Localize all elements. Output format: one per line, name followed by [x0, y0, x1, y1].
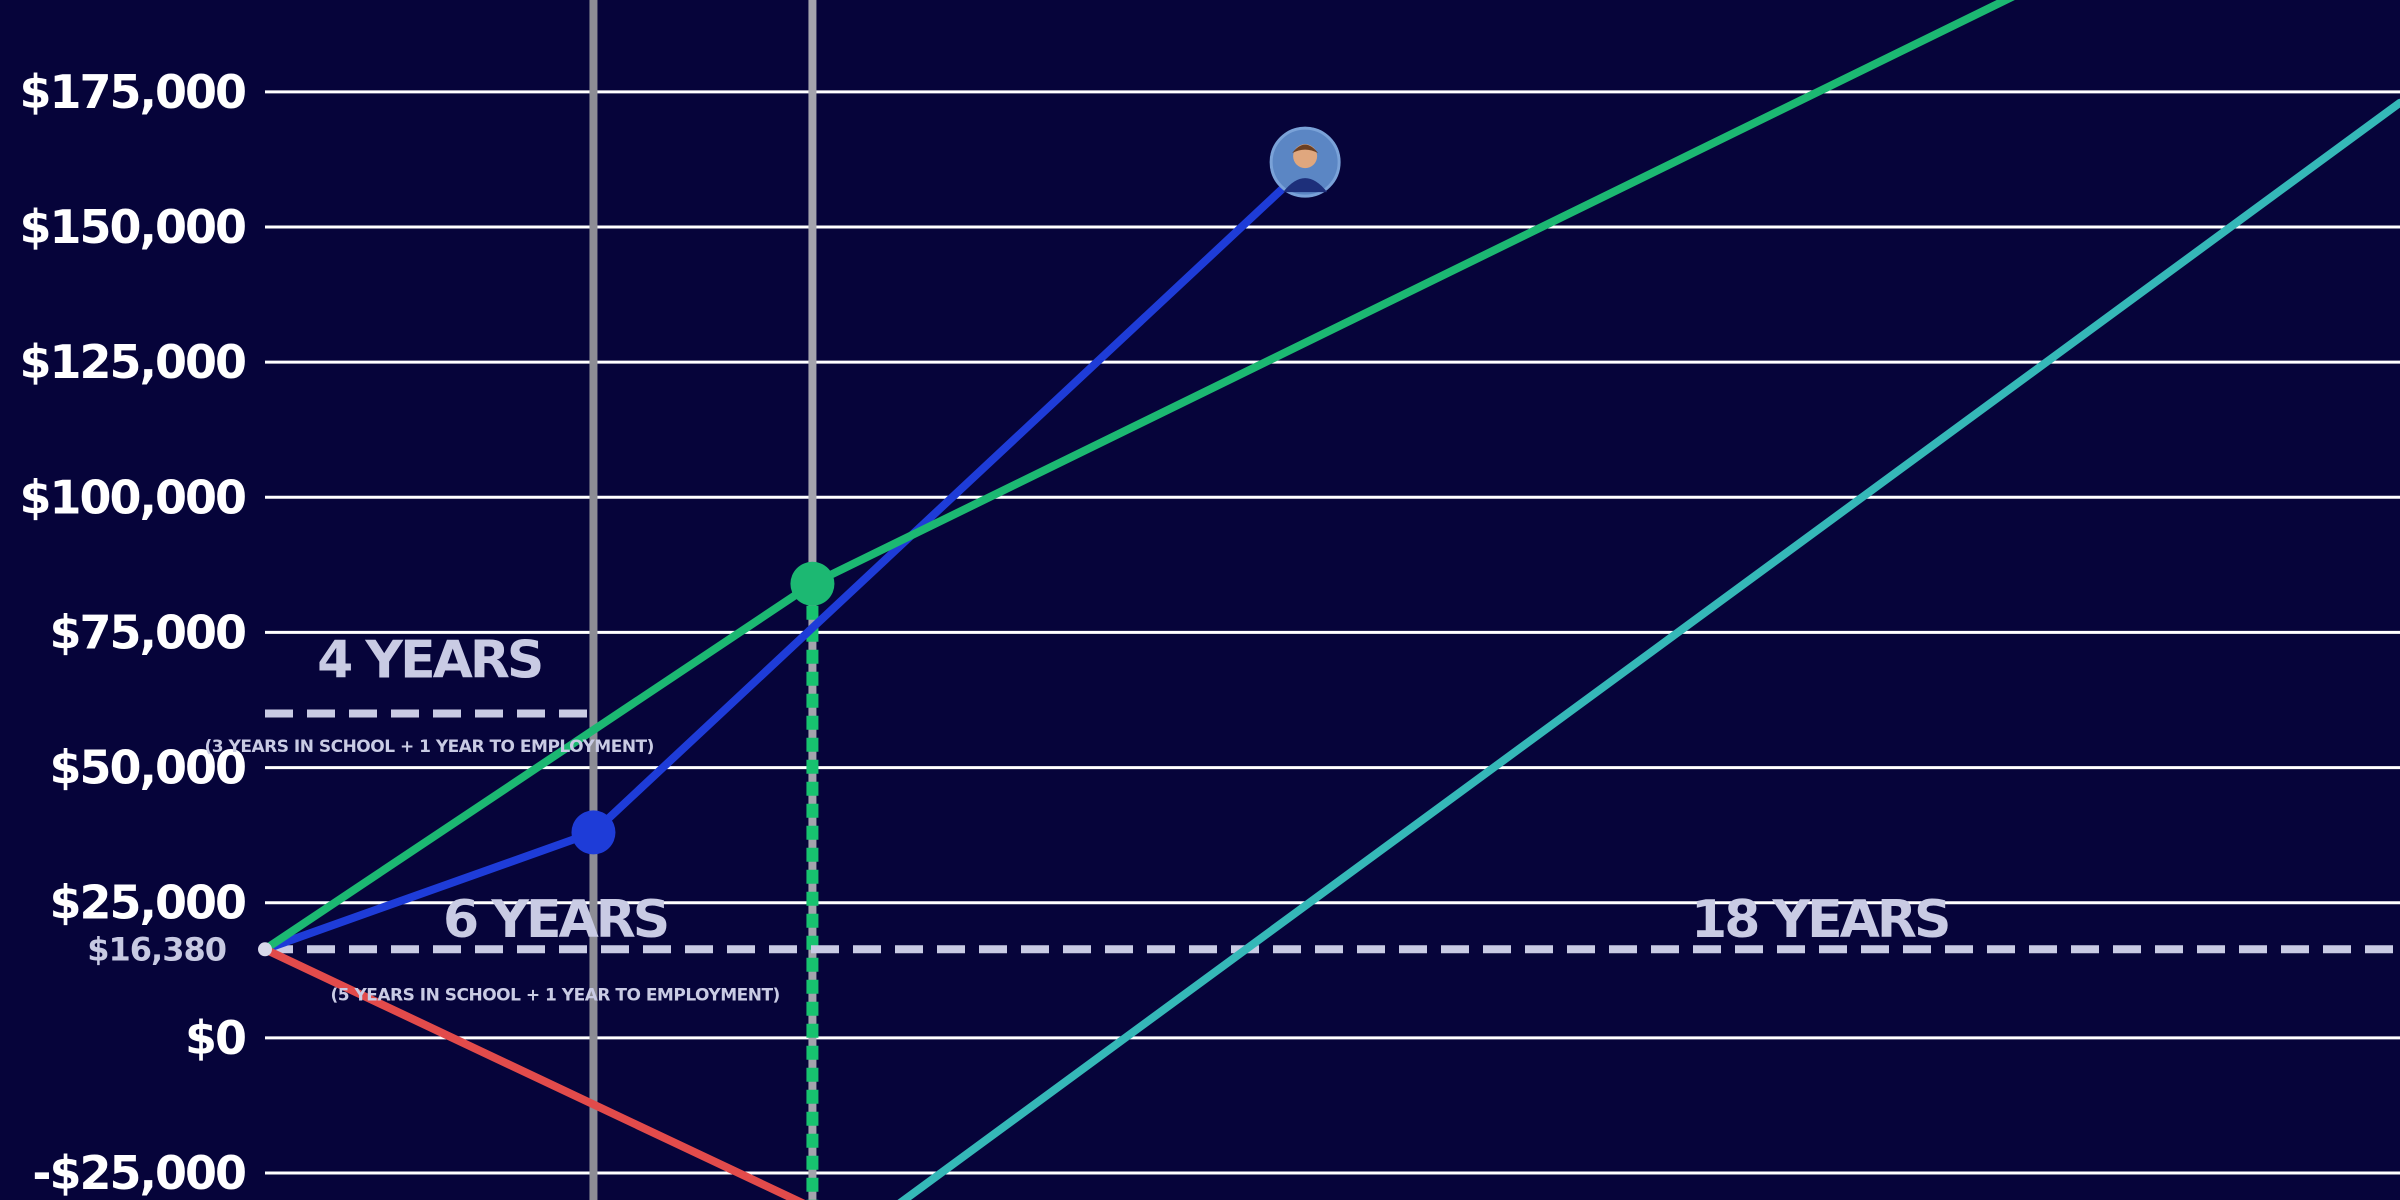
y-tick-labels: $175,000 $150,000 $125,000 $100,000 $75,000 $…	[19, 65, 247, 1200]
avatar-layer	[1269, 126, 1341, 198]
annotation-label: 6 YEARS	[443, 890, 667, 950]
grid-lines	[265, 90, 2400, 1175]
y-tick-label: $16,380	[87, 930, 226, 968]
annotation-label: 18 YEARS	[1691, 890, 1948, 950]
annotations: 4 YEARS (3 YEARS IN SCHOOL + 1 YEAR TO EM…	[205, 630, 1952, 1006]
y-tick-label: $150,000	[19, 200, 245, 254]
vertical-marker-lines	[589, 0, 819, 1200]
y-tick-label: $25,000	[49, 876, 245, 930]
series-markers	[258, 561, 835, 957]
y-tick-label: $175,000	[19, 65, 245, 119]
y-tick-label: -$25,000	[32, 1146, 245, 1200]
y-tick-label: $75,000	[49, 605, 245, 659]
data-point-marker	[790, 561, 835, 606]
y-tick-label: $0	[185, 1011, 245, 1065]
y-tick-label: $50,000	[49, 741, 245, 795]
annotation-label: (5 YEARS IN SCHOOL + 1 YEAR TO EMPLOYMEN…	[330, 986, 779, 1006]
annotation-label: (3 YEARS IN SCHOOL + 1 YEAR TO EMPLOYMEN…	[205, 737, 654, 757]
reference-lines	[265, 709, 2400, 954]
series-line	[261, 0, 2015, 954]
y-tick-label: $100,000	[19, 470, 245, 524]
data-point-marker	[571, 810, 616, 855]
person-avatar-icon	[1269, 126, 1341, 198]
series-line	[897, 98, 2400, 1200]
series-line	[261, 163, 1310, 954]
annotation-label: 4 YEARS	[317, 630, 541, 690]
y-tick-label: $125,000	[19, 335, 245, 389]
series-line	[261, 945, 806, 1200]
origin-point	[258, 942, 272, 957]
